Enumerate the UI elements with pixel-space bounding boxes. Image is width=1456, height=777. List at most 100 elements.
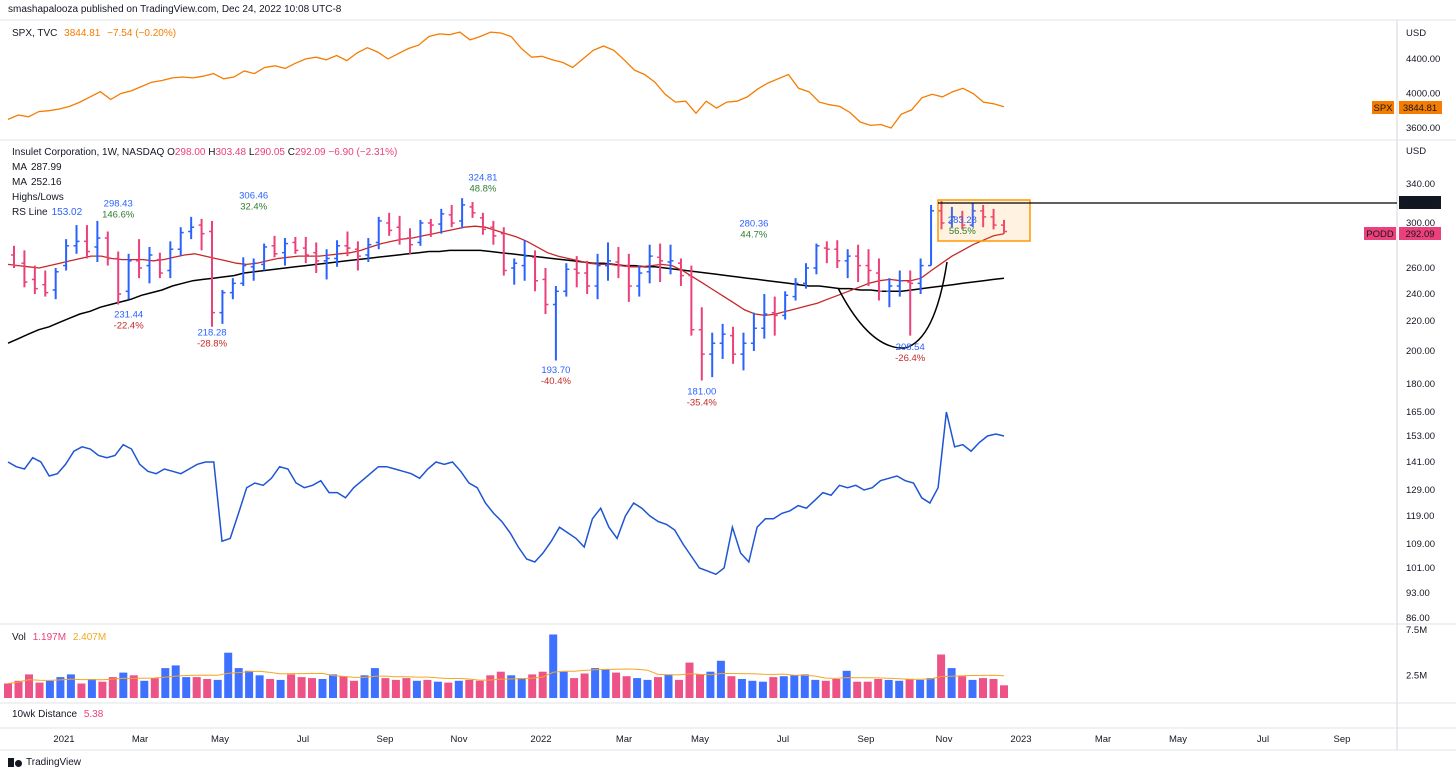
podd-close-value: 292.09 [295,147,326,158]
rs-legend[interactable]: RS Line 153.02 [12,205,397,220]
spx-axis-tick: 4000.00 [1406,88,1440,99]
volume-bar [664,674,673,698]
time-axis-label: Mar [132,734,148,745]
volume-bar [360,675,369,698]
tradingview-brand: TradingView [26,757,82,768]
volume-bar [622,676,631,698]
rs-line [7,411,1005,576]
volume-bar [171,665,180,698]
volume-bar [675,679,683,698]
podd-name-badge [1364,227,1396,240]
volume-bar [287,674,296,698]
volume-bar [318,679,327,698]
volume-bar [979,678,987,698]
tradingview-footer: TradingView [8,757,81,768]
podd-low-value: 290.05 [254,147,285,158]
rs-value: 153.02 [51,207,83,218]
time-axis-label: Mar [616,734,632,745]
volume-bar [161,668,170,698]
podd-high-value: 303.48 [215,147,247,158]
spx-axis-tick: 4400.00 [1406,54,1440,65]
price-axis-tick: 200.00 [1406,346,1435,357]
low-annotation-price: 208.54 [896,342,925,353]
highs-lows-legend[interactable]: Highs/Lows [12,192,64,203]
ma1-legend[interactable]: MA 287.99 [12,160,397,175]
volume-bar [381,678,390,698]
publish-header: smashapalooza published on TradingView.c… [8,4,342,15]
time-axis-label: 2021 [53,734,74,745]
podd-open: O298.00 [167,147,206,158]
volume-bar [643,679,652,698]
volume-bar [402,678,411,698]
volume-legend: Vol 1.197M 2.407M [12,630,106,645]
volume-bar [391,679,400,698]
level-badge-text: 320.00 [1405,198,1434,209]
volume-bar [213,679,222,698]
volume-bar [842,670,851,698]
ma2-legend[interactable]: MA 252.16 [12,175,397,190]
volume-bar [517,678,526,698]
volume-ma-value: 2.407M [72,632,107,643]
volume-bar [370,668,379,698]
volume-label[interactable]: Vol [12,632,26,643]
volume-bar [454,680,463,698]
time-axis-label: Jul [1257,734,1269,745]
spx-value-badge-text: 3844.81 [1403,103,1437,114]
volume-bar [245,670,254,698]
distance-label[interactable]: 10wk Distance [12,709,78,720]
spx-name-badge-text: SPX [1373,103,1393,114]
volume-bar [4,683,12,698]
low-annotation-pct: -40.4% [541,376,572,387]
low-annotation-pct: -26.4% [895,353,926,364]
volume-bar [444,682,453,698]
spx-symbol[interactable]: SPX, TVC [12,28,58,39]
spx-line [7,31,1005,129]
volume-bar [150,678,159,698]
rs-axis-tick: 86.00 [1406,613,1430,624]
volume-bar [706,671,715,698]
volume-bar [266,679,275,698]
volume-bar [884,679,893,698]
high-annotation-pct: 48.8% [469,183,496,194]
time-axis-label: Mar [1095,734,1111,745]
price-axis-unit: USD [1406,146,1426,157]
volume-bar [853,681,862,698]
volume-value: 1.197M [32,632,67,643]
volume-bar [475,680,484,698]
volume-bar [140,680,149,698]
podd-symbol[interactable]: Insulet Corporation, 1W, NASDAQ [12,147,165,158]
volume-bar [14,680,23,698]
price-axis-tick: 300.00 [1406,218,1435,229]
volume-bar [769,677,778,698]
volume-bar [1000,685,1008,698]
volume-bar [989,679,998,698]
volume-bar [119,672,128,698]
podd-open-value: 298.00 [174,147,206,158]
volume-bar [66,674,75,698]
high-annotation-pct: 32.4% [240,201,267,212]
volume-bar [591,668,600,698]
distance-value: 5.38 [83,709,104,720]
base-box [937,199,1031,242]
volume-bar [570,678,579,698]
volume-bar [192,677,201,698]
rs-axis-tick: 119.00 [1406,511,1434,522]
rs-axis-tick: 109.00 [1406,539,1435,550]
volume-bar [507,675,516,698]
price-axis-tick: 220.00 [1406,316,1435,327]
volume-axis-tick: 7.5M [1406,625,1427,636]
low-annotation-price: 181.00 [687,386,716,397]
volume-bar [276,679,285,698]
ma-fast-line [7,225,1005,317]
volume-bar [412,680,421,698]
volume-bar [790,675,799,698]
spx-name-badge [1372,101,1394,114]
spx-change: −7.54 (−0.20%) [107,28,177,39]
podd-close: C292.09 [287,147,326,158]
ma1-value: 287.99 [31,162,62,173]
high-annotation-price: 280.36 [739,218,768,229]
volume-bar [779,676,788,698]
volume-bar [56,677,65,698]
volume-bar [916,679,925,698]
